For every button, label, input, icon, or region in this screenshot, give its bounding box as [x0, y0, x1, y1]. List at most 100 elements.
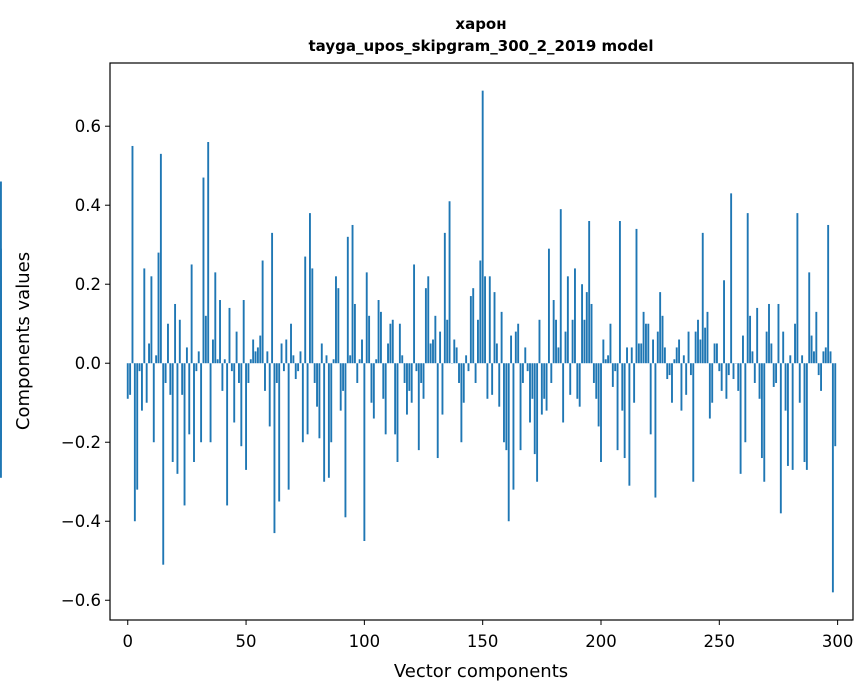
y-axis-label: Components values [13, 252, 34, 430]
bars-group [0, 90, 837, 593]
bar [758, 363, 761, 399]
bar [185, 347, 188, 364]
bar [777, 303, 780, 364]
bar [443, 232, 446, 364]
bar [801, 355, 804, 364]
bar [316, 363, 318, 407]
bar [330, 363, 333, 443]
bar [256, 347, 259, 364]
bar [401, 355, 404, 364]
bar [692, 363, 695, 482]
bar [195, 363, 198, 372]
bar [240, 363, 243, 447]
bar [143, 268, 146, 364]
bar [394, 363, 397, 435]
bar [611, 363, 614, 387]
y-tick-label: −0.6 [61, 591, 101, 610]
y-tick-label: 0.2 [75, 275, 101, 294]
bar [216, 359, 219, 364]
bar [798, 363, 801, 403]
bar [569, 363, 572, 395]
bar [645, 323, 647, 364]
bar [150, 276, 153, 364]
bar [266, 351, 269, 364]
bar [786, 363, 789, 466]
y-tick-label: −0.2 [61, 433, 101, 452]
bar [271, 232, 274, 364]
bar [346, 236, 349, 364]
bar [304, 256, 307, 364]
bar [583, 319, 586, 364]
x-tick-label: 100 [349, 632, 381, 651]
bar [547, 248, 550, 364]
bar [824, 347, 827, 364]
bar [403, 363, 406, 383]
bar [784, 363, 787, 411]
bar [552, 300, 555, 364]
bar [772, 363, 775, 387]
bar [335, 276, 337, 364]
bar [770, 343, 773, 364]
bar [167, 323, 169, 364]
bar [628, 363, 631, 486]
bar [406, 363, 408, 415]
bar [498, 363, 501, 407]
bar [694, 331, 697, 364]
bar [723, 280, 725, 364]
bar [526, 363, 529, 372]
bar [753, 363, 756, 383]
bar [749, 315, 752, 364]
bar [481, 90, 484, 364]
bar [559, 209, 562, 364]
bar [356, 363, 359, 383]
bar [699, 339, 702, 364]
bar [486, 363, 489, 399]
bar [704, 327, 707, 364]
bar [533, 363, 536, 455]
bar [661, 315, 664, 364]
bar [616, 363, 619, 451]
bar [136, 363, 139, 490]
bar [737, 363, 740, 391]
bar [531, 363, 534, 399]
bar [448, 201, 451, 364]
bar [562, 363, 565, 423]
bar [181, 363, 184, 395]
bar [715, 343, 718, 364]
bar [439, 331, 442, 364]
bar [682, 355, 685, 364]
bar [410, 363, 413, 403]
bar [268, 363, 271, 427]
bar [474, 363, 477, 383]
y-ticks-group: −0.6 −0.4 −0.2 0.0 0.2 0.4 0.6 [61, 117, 110, 610]
bar [332, 359, 335, 364]
bar [555, 319, 557, 364]
bar [685, 363, 688, 395]
bar [261, 260, 264, 364]
bar [668, 363, 671, 376]
bar [507, 363, 510, 522]
bar [514, 331, 517, 364]
bar [375, 359, 378, 364]
bar [238, 363, 240, 383]
bar [779, 363, 782, 514]
bar [543, 363, 546, 399]
bar [744, 363, 747, 443]
bar [342, 363, 345, 391]
bar [446, 319, 449, 364]
bar [351, 224, 354, 364]
bar [654, 363, 657, 498]
x-tick-label: 150 [467, 632, 499, 651]
bar [465, 355, 468, 364]
bar [706, 311, 709, 364]
bar [382, 363, 385, 399]
bar [540, 363, 543, 415]
plot-frame [109, 62, 854, 621]
bar [730, 193, 733, 364]
bar [389, 323, 392, 364]
bar [245, 363, 247, 470]
bar [432, 339, 434, 364]
bar [422, 363, 425, 399]
bar [242, 300, 245, 364]
bar [202, 177, 205, 364]
